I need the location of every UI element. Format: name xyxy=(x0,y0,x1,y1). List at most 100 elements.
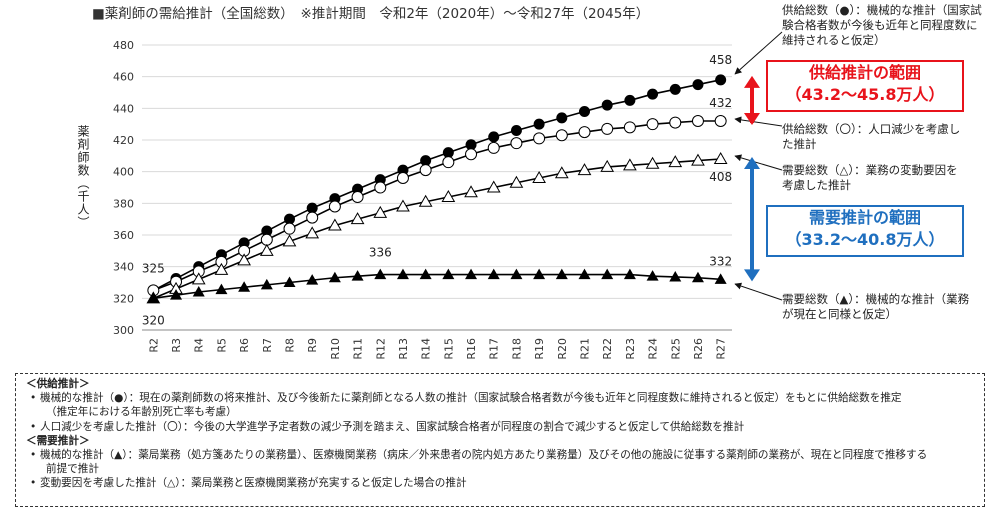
annotation-demand-mechanical: 需要総数（▲）：機械的な推計（業務が現在と同様と仮定） xyxy=(782,292,970,321)
data-point xyxy=(533,132,546,145)
data-point xyxy=(170,289,183,300)
supply-range-arrowhead xyxy=(744,113,760,125)
data-point xyxy=(396,199,410,212)
y-tick-label: 360 xyxy=(113,229,134,242)
data-point xyxy=(442,268,455,280)
x-tick-label: R15 xyxy=(442,338,455,360)
x-tick-label: R27 xyxy=(715,338,728,360)
data-point xyxy=(692,79,704,91)
data-point xyxy=(601,268,614,280)
x-tick-label: R11 xyxy=(352,338,365,360)
data-point xyxy=(374,181,387,194)
x-tick-label: R21 xyxy=(579,338,592,360)
data-point xyxy=(487,141,500,154)
data-label: 320 xyxy=(142,313,165,327)
supply-range-title: 供給推計の範囲 xyxy=(808,63,921,82)
data-point xyxy=(669,270,682,282)
data-point xyxy=(441,189,456,202)
data-point xyxy=(350,212,365,225)
x-tick-label: R9 xyxy=(306,338,319,353)
x-tick-label: R24 xyxy=(647,338,660,360)
data-point xyxy=(328,218,342,231)
data-point xyxy=(214,262,229,275)
data-point xyxy=(283,222,296,235)
data-label: 325 xyxy=(142,261,165,275)
data-point xyxy=(646,118,659,131)
y-tick-label: 420 xyxy=(113,134,134,147)
data-point xyxy=(374,268,387,280)
data-point xyxy=(306,202,318,214)
annotation-arrow xyxy=(734,282,783,301)
data-point xyxy=(418,194,433,207)
data-point xyxy=(259,243,274,256)
x-tick-label: R16 xyxy=(465,338,478,360)
data-point xyxy=(510,125,522,136)
data-point xyxy=(578,126,591,139)
supply-range-box: 供給推計の範囲 （43.2～45.8万人） xyxy=(766,60,964,112)
data-point xyxy=(668,155,683,168)
notes-supply-heading: ＜供給推計＞ xyxy=(26,378,90,390)
data-point xyxy=(328,200,341,213)
data-point xyxy=(306,211,319,224)
data-point xyxy=(578,268,591,280)
data-point xyxy=(419,164,432,177)
data-point xyxy=(691,115,704,127)
x-tick-label: R22 xyxy=(601,338,614,360)
notes-supply-item-1-cont: （推定年における年齢別死亡率も考慮） xyxy=(46,406,237,419)
data-point xyxy=(282,234,297,247)
y-tick-label: 440 xyxy=(113,102,134,115)
notes-demand-heading: ＜需要推計＞ xyxy=(26,434,90,447)
data-point xyxy=(237,253,251,266)
data-point xyxy=(486,180,501,193)
notes-demand-item-1: 機械的な推計（▲）：薬局業務（処方箋あたりの業務量）、医療機関業務（病床／外来患… xyxy=(26,448,974,462)
data-point xyxy=(713,151,728,164)
data-point xyxy=(373,205,388,218)
data-point xyxy=(464,185,478,198)
data-point xyxy=(601,122,614,135)
data-label: 432 xyxy=(709,96,732,110)
data-label: 336 xyxy=(369,246,392,260)
data-point xyxy=(647,88,659,100)
data-point xyxy=(554,166,569,179)
notes-box: ＜供給推計＞ 機械的な推計（●）：現在の薬剤師数の将来推計、及び今後新たに薬剤師… xyxy=(15,373,985,507)
data-point xyxy=(147,292,160,303)
data-point xyxy=(533,118,545,130)
y-axis-label: 薬剤師数（千人） xyxy=(76,125,90,229)
data-label: 408 xyxy=(709,170,732,184)
data-point xyxy=(306,274,319,285)
x-tick-label: R17 xyxy=(488,338,501,360)
data-point xyxy=(645,156,660,169)
data-point xyxy=(283,276,296,287)
data-point xyxy=(577,163,592,176)
x-tick-label: R19 xyxy=(533,338,546,360)
annotation-supply-population: 供給総数（〇）：人口減少を考慮した推計 xyxy=(782,122,961,151)
demand-range-box: 需要推計の範囲 （33.2～40.8万人） xyxy=(766,205,964,257)
data-point xyxy=(487,268,500,280)
y-tick-label: 480 xyxy=(113,39,134,52)
data-point xyxy=(305,226,320,239)
data-point xyxy=(623,158,637,171)
data-point xyxy=(714,115,727,127)
data-point xyxy=(420,155,432,167)
data-point xyxy=(419,268,432,280)
data-point xyxy=(556,112,568,124)
data-point xyxy=(260,278,273,290)
chart-title: ■薬剤師の需給推計（全国総数） ※推計期間 令和2年（2020年）～令和27年（… xyxy=(92,6,650,22)
data-point xyxy=(465,268,478,280)
x-tick-label: R7 xyxy=(261,338,274,353)
data-point xyxy=(488,131,500,143)
data-point xyxy=(396,268,409,280)
annotation-arrow xyxy=(734,116,783,127)
x-tick-label: R26 xyxy=(692,338,705,360)
data-point xyxy=(600,159,615,172)
notes-supply-item-2: 人口減少を考慮した推計（〇）：今後の大学進学予定者数の減少予測を踏まえ、国家試験… xyxy=(26,420,974,434)
x-tick-label: R23 xyxy=(624,338,637,360)
line-chart: 300 320 340 360 380 400 420 440 460 480 R2 R3 R4 R5 R6… xyxy=(113,31,783,360)
annotation-supply-mechanical: 供給総数（●）：機械的な推計（国家試験合格者数が今後も近年と同程度数に維持される… xyxy=(782,3,982,47)
demand-range-title: 需要推計の範囲 xyxy=(808,208,921,227)
data-point xyxy=(284,213,295,225)
data-point xyxy=(328,271,341,283)
y-tick-label: 340 xyxy=(113,261,134,274)
y-tick-label: 320 xyxy=(113,292,134,305)
data-point xyxy=(510,137,523,150)
